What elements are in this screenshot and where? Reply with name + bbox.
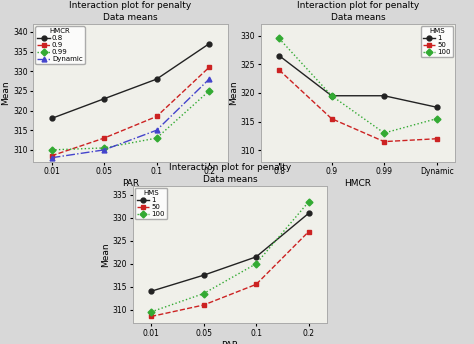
1 <box>381 94 387 98</box>
0.99 <box>206 89 212 93</box>
50 <box>329 117 335 121</box>
0.9 <box>49 154 55 158</box>
Y-axis label: Mean: Mean <box>229 80 238 105</box>
Legend: 1, 50, 100: 1, 50, 100 <box>135 188 167 219</box>
Legend: 0.8, 0.9, 0.99, Dynamic: 0.8, 0.9, 0.99, Dynamic <box>35 26 85 64</box>
Line: 1: 1 <box>277 53 439 110</box>
X-axis label: PAR: PAR <box>221 341 238 344</box>
0.9 <box>206 65 212 69</box>
Y-axis label: Mean: Mean <box>1 80 10 105</box>
100 <box>329 94 335 98</box>
Dynamic <box>101 148 107 152</box>
Title: Interaction plot for penalty
Data means: Interaction plot for penalty Data means <box>297 1 419 22</box>
50 <box>276 68 282 72</box>
Line: 100: 100 <box>277 36 439 136</box>
0.99 <box>49 148 55 152</box>
Dynamic <box>206 77 212 81</box>
100 <box>276 36 282 41</box>
Line: 50: 50 <box>277 67 439 144</box>
100 <box>201 291 207 295</box>
1 <box>148 289 154 293</box>
1 <box>329 94 335 98</box>
Dynamic <box>154 128 159 132</box>
50 <box>201 303 207 307</box>
1 <box>276 54 282 58</box>
Title: Interaction plot for penalty
Data means: Interaction plot for penalty Data means <box>169 163 291 184</box>
Title: Interaction plot for penalty
Data means: Interaction plot for penalty Data means <box>69 1 191 22</box>
50 <box>434 137 439 141</box>
0.9 <box>154 115 159 119</box>
100 <box>306 200 311 204</box>
100 <box>148 310 154 314</box>
0.8 <box>49 116 55 120</box>
100 <box>253 262 259 266</box>
Line: 100: 100 <box>149 200 311 314</box>
50 <box>381 140 387 144</box>
X-axis label: HMCR: HMCR <box>345 179 371 188</box>
1 <box>201 273 207 277</box>
0.8 <box>154 77 159 81</box>
0.8 <box>101 97 107 101</box>
Line: 1: 1 <box>149 211 311 294</box>
100 <box>381 131 387 135</box>
1 <box>306 211 311 215</box>
50 <box>148 314 154 319</box>
Line: Dynamic: Dynamic <box>49 77 211 160</box>
Line: 50: 50 <box>149 229 311 319</box>
Y-axis label: Mean: Mean <box>101 242 110 267</box>
X-axis label: PAR: PAR <box>122 179 139 188</box>
0.99 <box>101 146 107 150</box>
Line: 0.9: 0.9 <box>49 65 211 158</box>
100 <box>434 117 439 121</box>
Line: 0.8: 0.8 <box>49 41 211 121</box>
Line: 0.99: 0.99 <box>49 88 211 152</box>
Legend: 1, 50, 100: 1, 50, 100 <box>421 26 453 57</box>
0.8 <box>206 42 212 46</box>
1 <box>434 105 439 109</box>
0.9 <box>101 136 107 140</box>
Dynamic <box>49 156 55 160</box>
0.99 <box>154 136 159 140</box>
1 <box>253 255 259 259</box>
50 <box>306 229 311 234</box>
50 <box>253 282 259 287</box>
